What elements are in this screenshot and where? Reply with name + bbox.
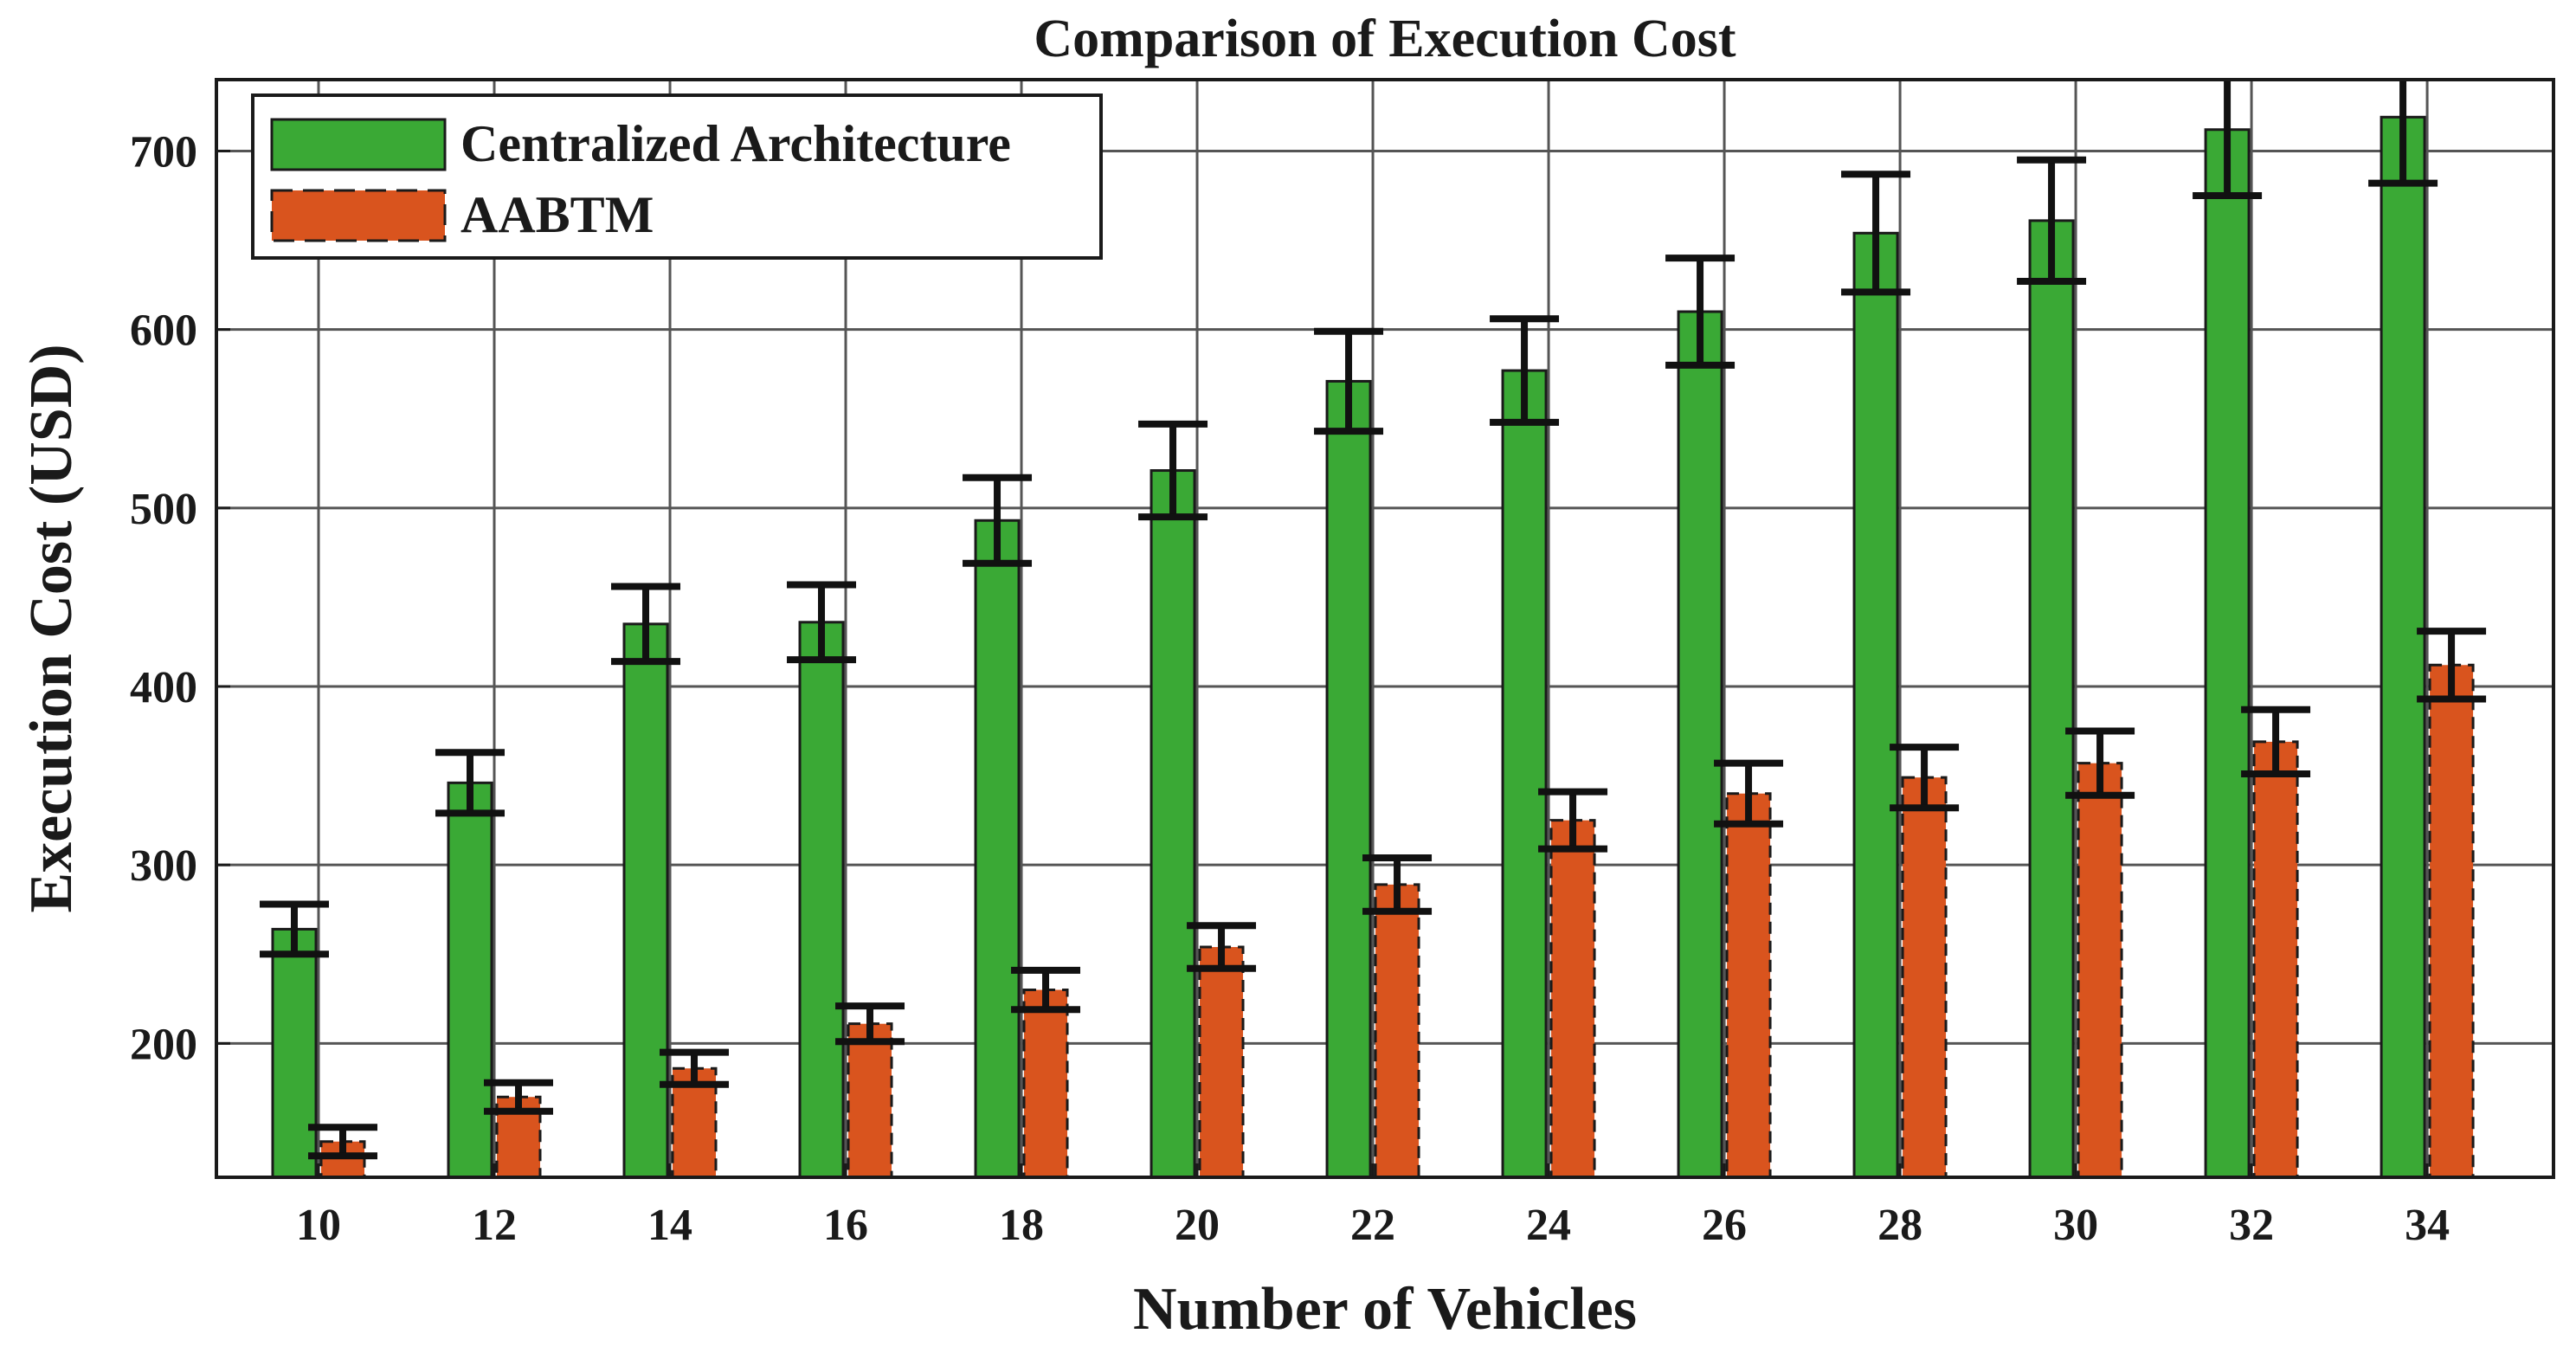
x-tick-label: 30 bbox=[2053, 1201, 2098, 1250]
legend-swatch-aabtm bbox=[270, 189, 447, 242]
bar-centralized bbox=[974, 519, 1021, 1179]
bar-centralized bbox=[1501, 369, 1548, 1179]
bar-aabtm bbox=[2077, 762, 2123, 1179]
y-tick-label: 600 bbox=[130, 306, 197, 356]
bar-centralized bbox=[622, 622, 669, 1179]
bar-centralized bbox=[1325, 379, 1372, 1179]
error-bars bbox=[260, 80, 2487, 1160]
x-tick-label: 26 bbox=[1702, 1201, 1747, 1250]
bar-centralized bbox=[1150, 469, 1196, 1179]
bar-aabtm bbox=[1022, 989, 1069, 1179]
bar-aabtm bbox=[1549, 819, 1596, 1179]
plot-frame bbox=[215, 78, 2555, 1179]
x-tick-label: 16 bbox=[823, 1201, 868, 1250]
legend-label-centralized: Centralized Architecture bbox=[460, 115, 1011, 172]
bar-aabtm bbox=[2428, 663, 2475, 1179]
bar-aabtm bbox=[847, 1022, 893, 1179]
x-tick-label: 14 bbox=[647, 1201, 692, 1250]
bar-aabtm bbox=[1198, 945, 1245, 1179]
x-tick-label: 32 bbox=[2229, 1201, 2274, 1250]
x-tick-label: 34 bbox=[2405, 1201, 2450, 1250]
y-tick-label: 500 bbox=[130, 485, 197, 534]
legend-label-aabtm: AABTM bbox=[460, 186, 654, 243]
bar-aabtm bbox=[2252, 740, 2299, 1179]
bar-centralized bbox=[2380, 115, 2426, 1179]
x-tick-label: 28 bbox=[1877, 1201, 1922, 1250]
bar-centralized bbox=[1677, 310, 1723, 1179]
x-axis-label: Number of Vehicles bbox=[1133, 1276, 1637, 1343]
chart-title: Comparison of Execution Cost bbox=[1034, 10, 1736, 68]
x-tick-label: 24 bbox=[1526, 1201, 1571, 1250]
bar-centralized bbox=[798, 621, 845, 1179]
x-tick-label: 22 bbox=[1350, 1201, 1395, 1250]
bar-centralized bbox=[1852, 231, 1899, 1179]
x-tick-labels: 10 12 14 16 18 20 22 24 26 28 30 32 34 bbox=[296, 1201, 2450, 1250]
x-tick-label: 20 bbox=[1175, 1201, 1220, 1250]
bar-aabtm bbox=[1725, 792, 1772, 1179]
bar-centralized bbox=[2204, 128, 2251, 1179]
x-tick-label: 18 bbox=[999, 1201, 1044, 1250]
y-axis-label: Execution Cost (USD) bbox=[18, 344, 85, 912]
legend-swatch-centralized bbox=[270, 118, 447, 171]
x-tick-label: 10 bbox=[296, 1201, 341, 1250]
x-tick-label: 12 bbox=[472, 1201, 517, 1250]
bar-aabtm bbox=[1374, 883, 1420, 1179]
y-tick-label: 200 bbox=[130, 1020, 197, 1069]
bar-centralized bbox=[2028, 219, 2075, 1179]
bar-aabtm bbox=[1901, 776, 1948, 1179]
y-tick-label: 300 bbox=[130, 841, 197, 891]
bar-centralized bbox=[271, 927, 318, 1179]
y-tick-label: 400 bbox=[130, 663, 197, 712]
bar-centralized bbox=[447, 781, 493, 1179]
legend: Centralized Architecture AABTM bbox=[251, 93, 1103, 260]
y-tick-label: 700 bbox=[130, 127, 197, 177]
y-tick-labels: 200 300 400 500 600 700 bbox=[130, 127, 197, 1069]
